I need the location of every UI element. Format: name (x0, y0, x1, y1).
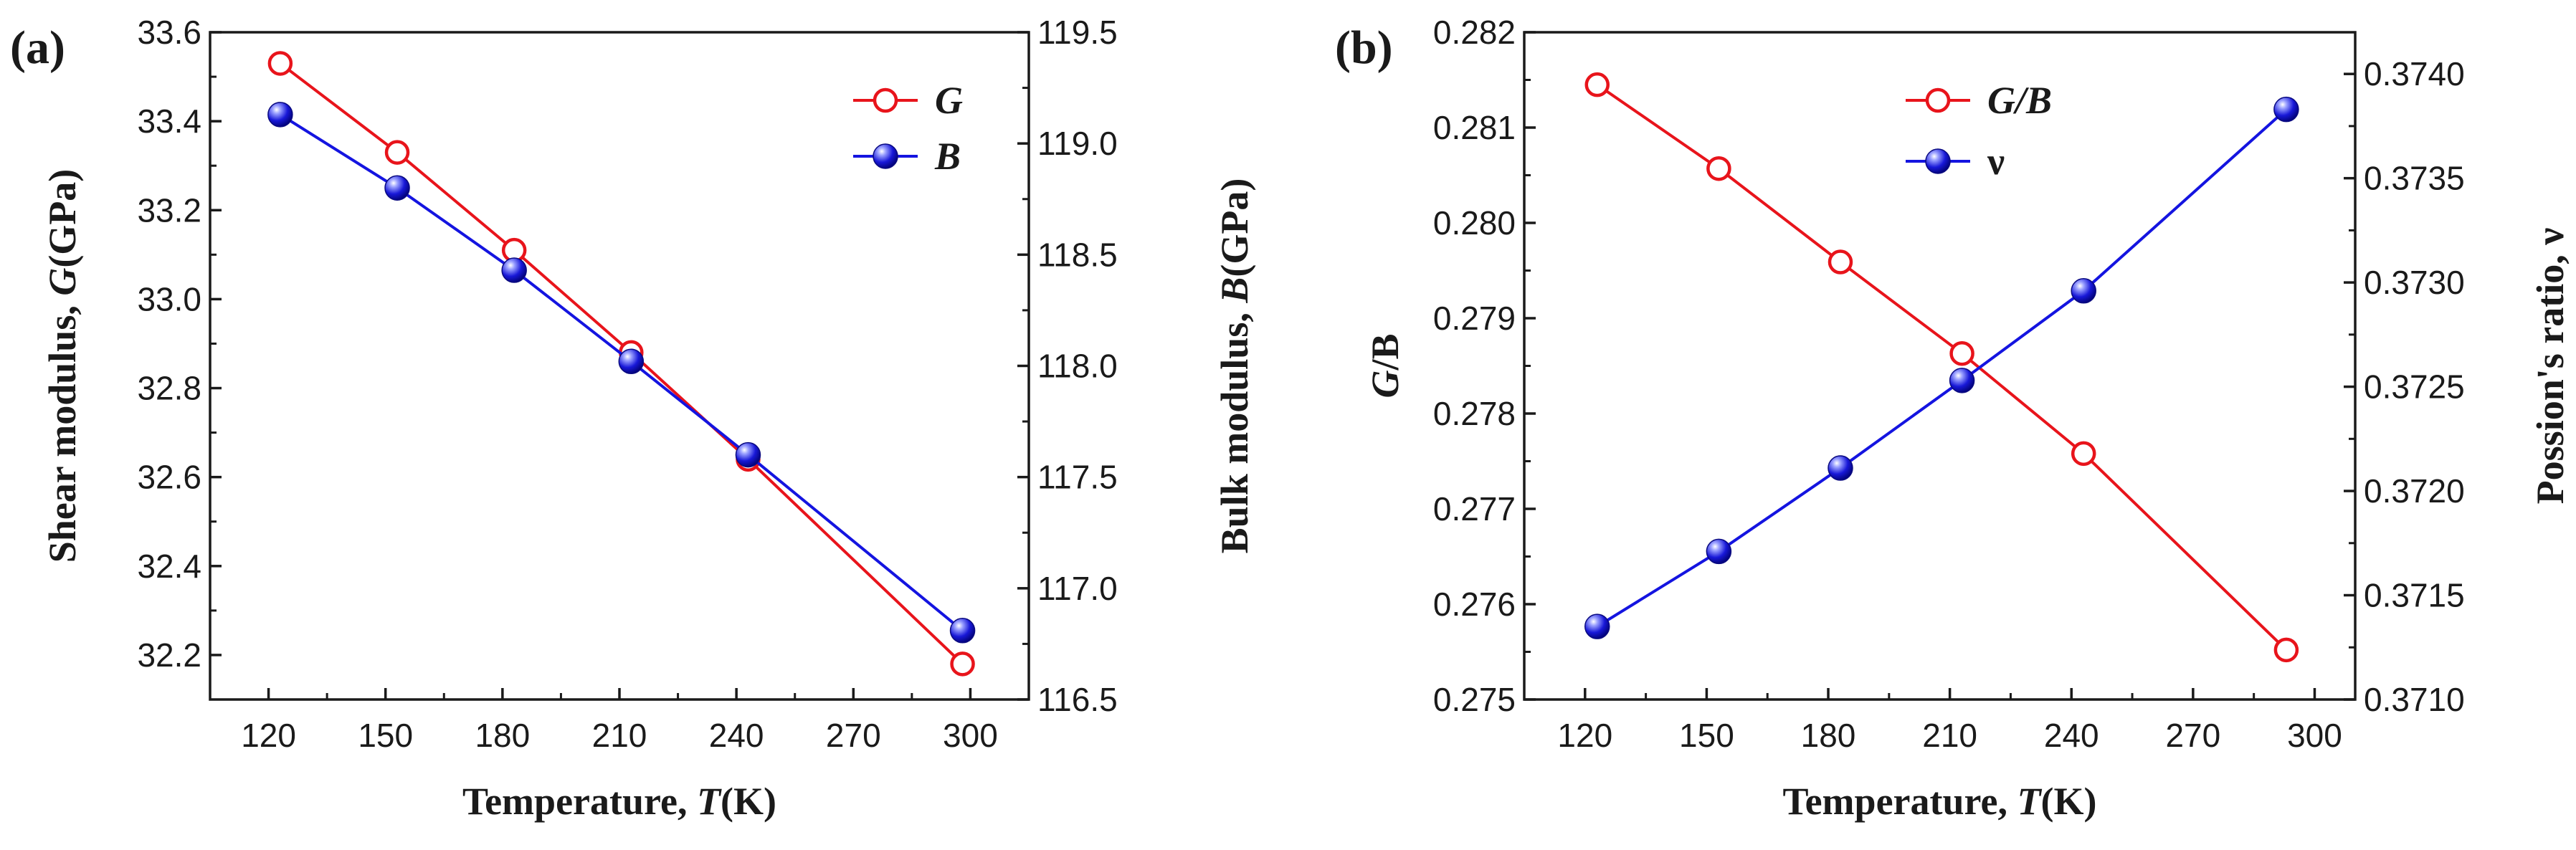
x-axis-title: Temperature, T(K) (462, 780, 776, 823)
data-point (267, 51, 293, 76)
x-tick-label: 300 (2287, 717, 2342, 754)
y-tick-label: 0.281 (1433, 109, 1516, 146)
x-axis-title: Temperature, T(K) (1783, 780, 2097, 823)
x-tick-label: 180 (475, 717, 530, 754)
y-tick-label: 0.282 (1433, 14, 1516, 51)
data-point (1584, 72, 1610, 97)
y-tick-label: 32.6 (137, 459, 201, 496)
y-axis-title: G/B (1364, 333, 1407, 398)
legend-label: ν (1987, 140, 2005, 183)
y2-tick-label: 118.5 (1037, 236, 1118, 273)
data-point (1828, 249, 1853, 274)
legend-marker (873, 87, 898, 113)
y-tick-label: 33.2 (137, 191, 201, 229)
legend-marker (873, 143, 898, 169)
data-point (2071, 278, 2096, 304)
legend-label: B (934, 135, 961, 178)
x-tick-label: 240 (2044, 717, 2099, 754)
x-tick-label: 210 (1922, 717, 1977, 754)
series-line (1596, 108, 2288, 628)
x-tick-label: 120 (241, 717, 296, 754)
legend-label: G/B (1987, 79, 2052, 122)
legend-marker (1925, 148, 1951, 174)
series-line (279, 113, 964, 632)
series-line (279, 62, 964, 665)
panel-label: (b) (1335, 22, 1393, 74)
y2-tick-label: 119.0 (1037, 125, 1118, 162)
y-tick-label: 0.275 (1433, 681, 1516, 718)
y2-tick-label: 0.3735 (2364, 160, 2465, 197)
y-tick-label: 33.0 (137, 280, 201, 317)
y2-tick-label: 0.3725 (2364, 368, 2465, 406)
y2-tick-label: 0.3720 (2364, 472, 2465, 510)
y2-tick-label: 0.3710 (2364, 681, 2465, 718)
data-point (501, 257, 527, 283)
x-tick-label: 270 (2165, 717, 2220, 754)
data-point (267, 102, 293, 128)
x-tick-label: 240 (709, 717, 764, 754)
y2-axis-title: Bulk modulus, B(GPa) (1213, 178, 1256, 554)
data-point (1828, 455, 1853, 481)
data-point (1706, 156, 1731, 181)
y2-tick-label: 117.0 (1037, 570, 1118, 607)
x-tick-label: 300 (943, 717, 998, 754)
data-point (2273, 637, 2299, 663)
x-tick-label: 150 (358, 717, 413, 754)
legend-marker (1925, 87, 1951, 113)
series--1 (1584, 96, 2299, 639)
data-point (2273, 96, 2299, 123)
y-tick-label: 33.6 (137, 14, 201, 51)
series-B-1 (267, 102, 976, 644)
y-tick-label: 0.277 (1433, 490, 1516, 527)
y2-tick-label: 116.5 (1037, 681, 1118, 718)
plot-frame (1523, 31, 2357, 701)
data-point (1584, 613, 1610, 639)
y-tick-label: 0.278 (1433, 395, 1516, 432)
y2-tick-label: 0.3740 (2364, 55, 2465, 92)
data-point (735, 441, 761, 468)
x-tick-label: 180 (1801, 717, 1856, 754)
data-point (384, 175, 410, 201)
y2-tick-label: 0.3715 (2364, 577, 2465, 614)
y-tick-label: 32.8 (137, 370, 201, 407)
y2-tick-label: 118.0 (1037, 348, 1118, 385)
x-tick-label: 150 (1679, 717, 1734, 754)
x-tick-label: 270 (826, 717, 881, 754)
data-point (1706, 538, 1732, 565)
data-point (1949, 340, 1974, 366)
data-point (1949, 368, 1975, 393)
x-tick-label: 210 (592, 717, 647, 754)
x-tick-label: 120 (1557, 717, 1612, 754)
y-axis-title: Shear modulus, G(GPa) (41, 169, 84, 563)
y-tick-label: 0.279 (1433, 300, 1516, 337)
data-point (2071, 441, 2096, 467)
panel-a-shear-bulk-modulus: (a) 120 150 180 210 240 270 300 32.2 32.4 32.6 32.8… (10, 14, 1256, 823)
y-tick-label: 0.276 (1433, 586, 1516, 623)
y-tick-label: 32.2 (137, 636, 201, 674)
panel-label: (a) (10, 22, 65, 74)
y-tick-label: 0.280 (1433, 204, 1516, 242)
y2-tick-label: 119.5 (1037, 14, 1118, 51)
data-point (949, 618, 976, 644)
y2-tick-label: 117.5 (1037, 459, 1118, 496)
y-tick-label: 33.4 (137, 102, 201, 140)
y-tick-label: 32.4 (137, 548, 201, 585)
series-GB-0 (1584, 72, 2299, 663)
data-point (384, 140, 410, 165)
panel-b-gb-poisson-ratio: (b) 120 150 180 210 240 270 300 0.275 0.276 0.277 0… (1335, 14, 2572, 823)
series-line (1596, 83, 2288, 651)
y2-axis-title: Possion's ratio, ν (2529, 228, 2572, 505)
data-point (950, 651, 975, 677)
data-point (618, 348, 645, 375)
legend-label: G (935, 79, 963, 122)
y2-tick-label: 0.3730 (2364, 264, 2465, 301)
